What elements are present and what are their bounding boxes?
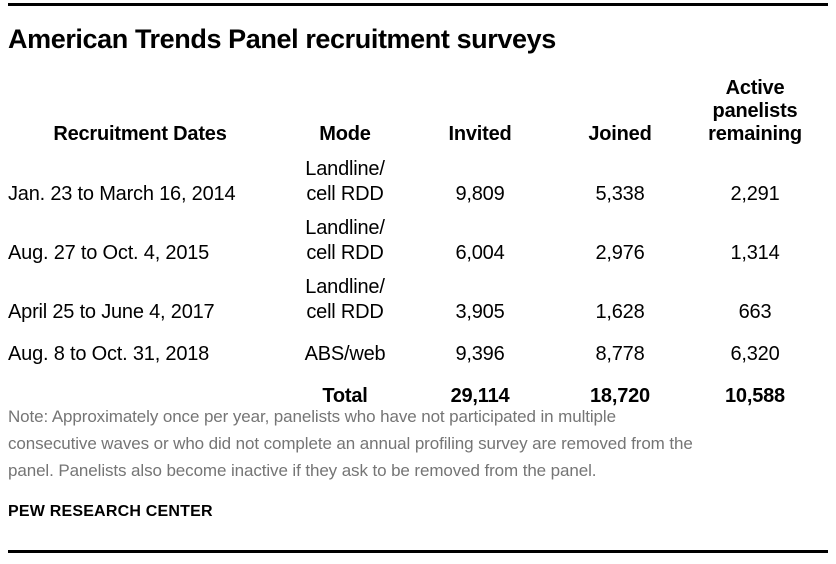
joined-cell: 2,976: [595, 242, 645, 264]
invited-cell: 9,396: [455, 343, 505, 365]
total-joined-cell: 18,720: [590, 385, 650, 407]
total-remaining-cell: 10,588: [725, 385, 785, 407]
source-attribution: PEW RESEARCH CENTER: [8, 503, 213, 520]
footnote: Note: Approximately once per year, panel…: [8, 407, 693, 480]
recruitment-table: Recruitment Dates Mode Invited Joined Ac…: [0, 74, 820, 413]
recruitment-date-cell: April 25 to June 4, 2017: [8, 301, 215, 323]
total-invited-cell: 29,114: [450, 385, 510, 407]
recruitment-date-cell: Aug. 8 to Oct. 31, 2018: [8, 343, 210, 365]
remaining-cell: 1,314: [730, 242, 780, 264]
mode-cell: ABS/web: [304, 343, 386, 365]
mode-cell: Landline/ cell RDD: [305, 276, 385, 323]
table-row: Aug. 8 to Oct. 31, 2018 ABS/web 9,396 8,…: [0, 329, 820, 371]
joined-cell: 1,628: [595, 301, 645, 323]
joined-cell: 5,338: [595, 183, 645, 205]
table-header-row: Recruitment Dates Mode Invited Joined Ac…: [0, 74, 820, 152]
table-row: Aug. 27 to Oct. 4, 2015 Landline/ cell R…: [0, 211, 820, 270]
table-row: Jan. 23 to March 16, 2014 Landline/ cell…: [0, 152, 820, 211]
header-recruitment-dates: Recruitment Dates: [53, 123, 227, 145]
header-active-panelists-remaining: Active panelists remaining: [708, 77, 802, 145]
bottom-rule: [8, 550, 828, 553]
recruitment-date-cell: Jan. 23 to March 16, 2014: [8, 183, 236, 205]
header-mode: Mode: [319, 123, 371, 145]
remaining-cell: 6,320: [730, 343, 780, 365]
header-invited: Invited: [448, 123, 512, 145]
remaining-cell: 2,291: [730, 183, 780, 205]
invited-cell: 6,004: [455, 242, 505, 264]
table-total-row: Total 29,114 18,720 10,588: [0, 371, 820, 413]
page-title: American Trends Panel recruitment survey…: [8, 24, 556, 54]
recruitment-date-cell: Aug. 27 to Oct. 4, 2015: [8, 242, 210, 264]
top-rule: [8, 3, 828, 6]
joined-cell: 8,778: [595, 343, 645, 365]
header-joined: Joined: [588, 123, 652, 145]
total-label: Total: [322, 385, 368, 407]
remaining-cell: 663: [738, 301, 772, 323]
mode-cell: Landline/ cell RDD: [305, 158, 385, 205]
mode-cell: Landline/ cell RDD: [305, 217, 385, 264]
invited-cell: 9,809: [455, 183, 505, 205]
invited-cell: 3,905: [455, 301, 505, 323]
table-row: April 25 to June 4, 2017 Landline/ cell …: [0, 270, 820, 329]
